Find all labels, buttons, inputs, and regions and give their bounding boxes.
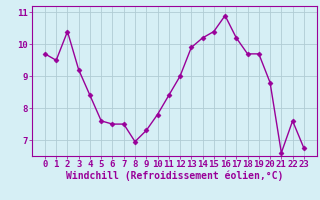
X-axis label: Windchill (Refroidissement éolien,°C): Windchill (Refroidissement éolien,°C)	[66, 171, 283, 181]
